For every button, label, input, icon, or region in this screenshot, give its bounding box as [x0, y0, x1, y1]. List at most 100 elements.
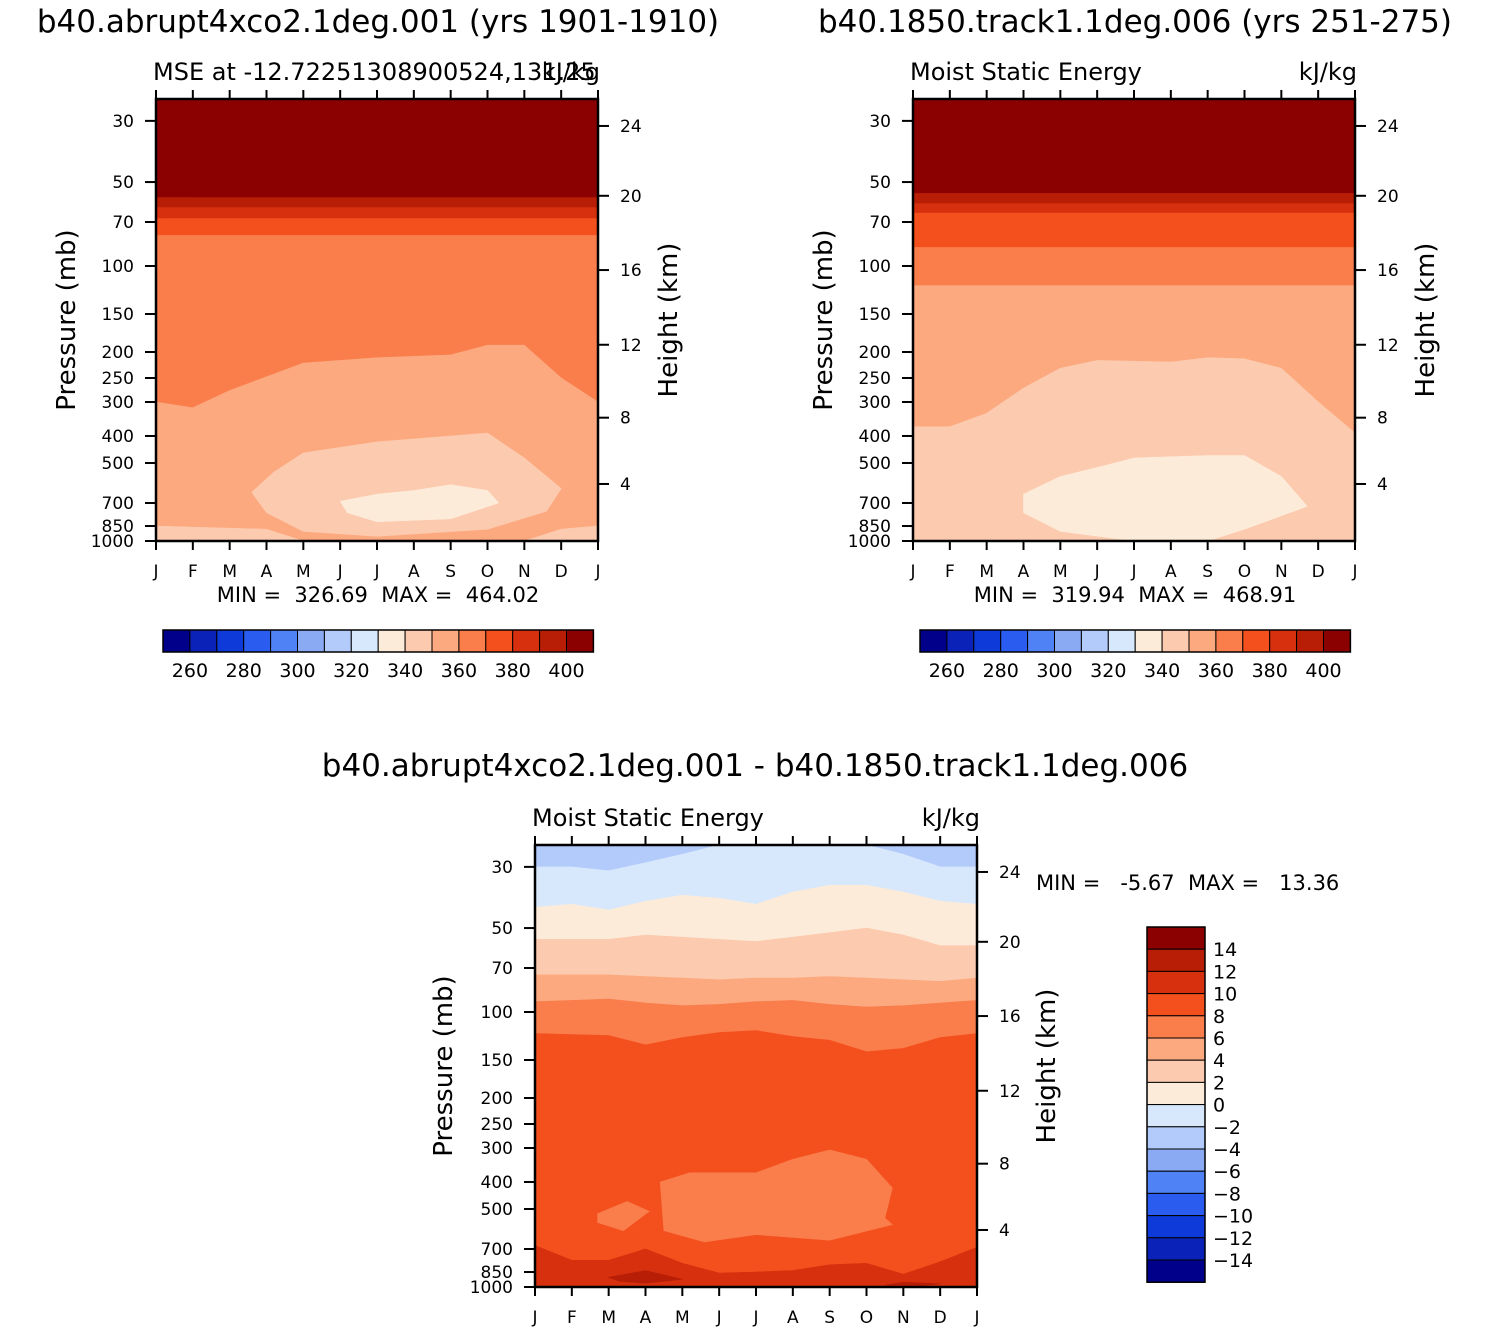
colorbar-swatch: [1146, 1215, 1206, 1239]
panel-1-subtitle-right: kJ/kg: [542, 58, 600, 86]
y-tick-label: 300: [481, 1139, 513, 1159]
panel-2-colorbar: 260 280 300 320 340 360 380 400: [919, 629, 1352, 682]
y-tick-label: 850: [102, 517, 134, 537]
panel-2: b40.1850.track1.1deg.006 (yrs 251-275) M…: [809, 4, 1452, 682]
contour-band: [1023, 455, 1308, 542]
colorbar-swatch: [431, 629, 460, 653]
colorbar-label: 4: [1213, 1050, 1225, 1072]
colorbar-label: 360: [1198, 660, 1234, 682]
colorbar-swatch: [162, 629, 191, 653]
colorbar-swatch: [404, 629, 433, 653]
colorbar-label: 0: [1213, 1095, 1225, 1117]
y-tick-label: 200: [481, 1089, 513, 1109]
y-tick-label: 250: [859, 369, 891, 389]
contour-band: [884, 1281, 941, 1286]
height-tick-label: 8: [999, 1155, 1010, 1175]
colorbar-label: −4: [1213, 1139, 1241, 1161]
x-tick-label: F: [567, 1308, 577, 1328]
colorbar-frame: [1146, 926, 1206, 1283]
colorbar-swatch: [1242, 629, 1271, 653]
colorbar-swatch: [539, 629, 567, 653]
y-tick-label: 700: [859, 494, 891, 514]
colorbar-label: 8: [1213, 1006, 1225, 1028]
height-tick-label: 4: [620, 475, 631, 495]
colorbar-swatch: [297, 629, 325, 653]
colorbar-swatch: [1146, 948, 1206, 972]
y-tick-label: 30: [112, 112, 134, 132]
y-tick-label: 70: [869, 213, 891, 233]
colorbar-label: 340: [387, 660, 423, 682]
y-tick-label: 70: [112, 213, 134, 233]
x-tick-label: J: [1130, 562, 1136, 582]
y-tick-label: 850: [481, 1263, 513, 1283]
y-tick-label: 1000: [848, 532, 891, 552]
colorbar-swatch: [350, 629, 379, 653]
colorbar-swatch: [458, 629, 487, 653]
height-tick-label: 24: [1377, 117, 1399, 137]
x-tick-label: N: [518, 562, 531, 582]
panel-2-contour-plot: J F M A M J J A S O N D J 30 50 70 100 150 200 250 300 400 500…: [848, 90, 1399, 582]
colorbar-label: 2: [1213, 1072, 1225, 1094]
colorbar-swatch: [1146, 1237, 1206, 1261]
colorbar-label: 260: [172, 660, 208, 682]
colorbar-swatch: [377, 629, 406, 653]
colorbar-swatch: [1215, 629, 1244, 653]
colorbar-label: 360: [441, 660, 477, 682]
colorbar-label: −12: [1213, 1228, 1253, 1250]
colorbar-label: 400: [1305, 660, 1341, 682]
height-tick-label: 20: [620, 187, 642, 207]
x-tick-label: J: [909, 562, 915, 582]
y-tick-label: 400: [102, 427, 134, 447]
colorbar-frame: [919, 629, 1352, 653]
colorbar-label: 340: [1144, 660, 1180, 682]
y-tick-label: 500: [481, 1200, 513, 1220]
x-tick-label: D: [555, 562, 568, 582]
y-tick-label: 500: [102, 454, 134, 474]
colorbar-swatch: [512, 629, 541, 653]
x-tick-label: M: [222, 562, 237, 582]
y-tick-label: 850: [859, 517, 891, 537]
colorbar-label: 280: [983, 660, 1019, 682]
colorbar-swatch: [1146, 1059, 1206, 1083]
colorbar-swatch: [1323, 629, 1351, 653]
colorbar-label: 6: [1213, 1028, 1225, 1050]
colorbar-swatch: [1146, 1104, 1206, 1128]
x-tick-label: J: [1351, 562, 1357, 582]
x-tick-label: D: [934, 1308, 947, 1328]
panel-1-min-max: MIN = 326.69 MAX = 464.02: [217, 583, 539, 607]
x-tick-label: N: [1275, 562, 1288, 582]
panel-2-subtitle-left: Moist Static Energy: [910, 58, 1142, 86]
x-tick-label: M: [296, 562, 311, 582]
y-tick-label: 150: [481, 1051, 513, 1071]
x-tick-label: J: [1094, 562, 1100, 582]
x-tick-label: M: [1053, 562, 1068, 582]
colorbar-swatch: [1146, 1037, 1206, 1061]
height-tick-label: 20: [999, 933, 1021, 953]
y-tick-label: 150: [859, 305, 891, 325]
x-tick-label: N: [897, 1308, 910, 1328]
y-tick-label: 30: [491, 858, 513, 878]
y-tick-label: 300: [102, 393, 134, 413]
colorbar-swatch: [189, 629, 218, 653]
panel-1: b40.abrupt4xco2.1deg.001 (yrs 1901-1910)…: [37, 4, 719, 682]
contour-band: [251, 432, 562, 537]
colorbar-swatch: [1146, 1126, 1206, 1150]
colorbar-swatch: [216, 629, 245, 653]
panel-3-min-max: MIN = -5.67 MAX = 13.36: [1036, 871, 1339, 895]
panel-3-subtitle-right: kJ/kg: [922, 804, 980, 832]
colorbar-label: 10: [1213, 984, 1237, 1006]
panel-1-ylabel: Pressure (mb): [52, 229, 82, 410]
panel-2-subtitle-right: kJ/kg: [1299, 58, 1357, 86]
height-tick-label: 24: [999, 863, 1021, 883]
x-tick-label: O: [1238, 562, 1251, 582]
colorbar-frame: [162, 629, 595, 653]
x-tick-label: J: [752, 1308, 758, 1328]
y-tick-label: 70: [491, 959, 513, 979]
height-tick-label: 8: [1377, 409, 1388, 429]
x-tick-label: J: [716, 1308, 722, 1328]
y-tick-label: 50: [112, 173, 134, 193]
colorbar-label: 12: [1213, 961, 1237, 983]
panel-3-title: b40.abrupt4xco2.1deg.001 - b40.1850.trac…: [322, 748, 1188, 784]
x-tick-label: M: [979, 562, 994, 582]
